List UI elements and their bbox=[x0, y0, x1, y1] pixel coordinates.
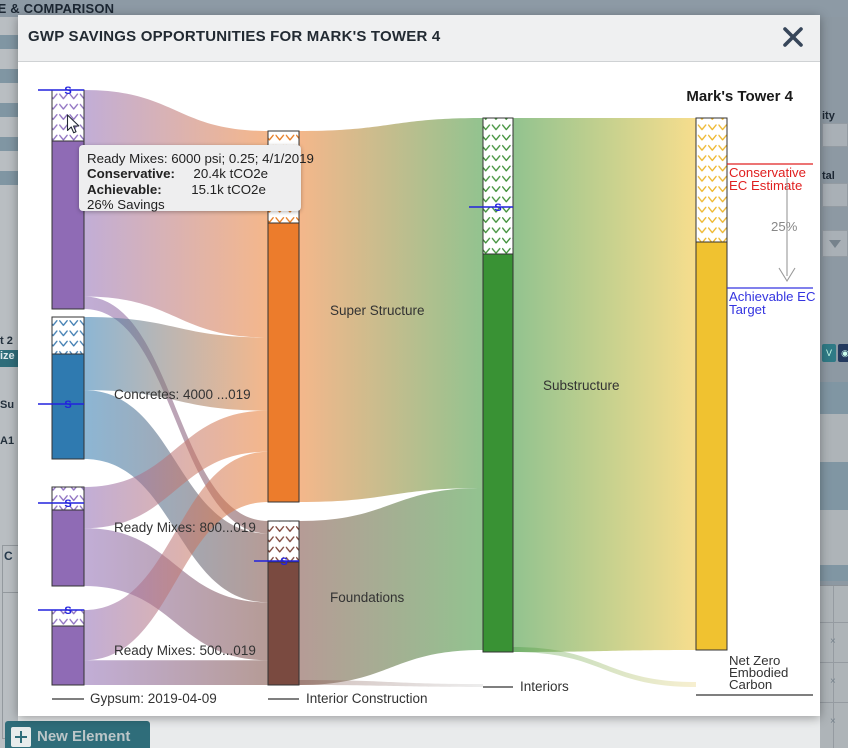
svg-text:Interiors: Interiors bbox=[520, 679, 569, 694]
svg-text:EC Estimate: EC Estimate bbox=[729, 178, 802, 193]
svg-text:Gypsum: 2019-04-09: Gypsum: 2019-04-09 bbox=[90, 691, 217, 706]
svg-text:Foundations: Foundations bbox=[330, 590, 405, 605]
svg-text:Carbon: Carbon bbox=[729, 677, 772, 692]
svg-text:Ready Mixes: 800...019: Ready Mixes: 800...019 bbox=[114, 520, 256, 535]
svg-text:S: S bbox=[280, 556, 287, 568]
svg-text:S: S bbox=[64, 399, 71, 411]
svg-text:Mark's Tower 4: Mark's Tower 4 bbox=[686, 88, 793, 105]
svg-text:S: S bbox=[64, 498, 71, 510]
svg-text:Ready Mixes: 500...019: Ready Mixes: 500...019 bbox=[114, 643, 256, 658]
svg-text:Super Structure: Super Structure bbox=[330, 303, 425, 318]
svg-text:25%: 25% bbox=[771, 219, 798, 234]
svg-text:Substructure: Substructure bbox=[543, 378, 620, 393]
svg-text:Concretes: 4000 ...019: Concretes: 4000 ...019 bbox=[114, 387, 251, 402]
svg-text:S: S bbox=[64, 85, 71, 97]
svg-text:S: S bbox=[64, 605, 71, 617]
svg-text:Target: Target bbox=[729, 302, 766, 317]
svg-text:S: S bbox=[494, 202, 501, 214]
svg-text:Interior Construction: Interior Construction bbox=[306, 691, 428, 706]
